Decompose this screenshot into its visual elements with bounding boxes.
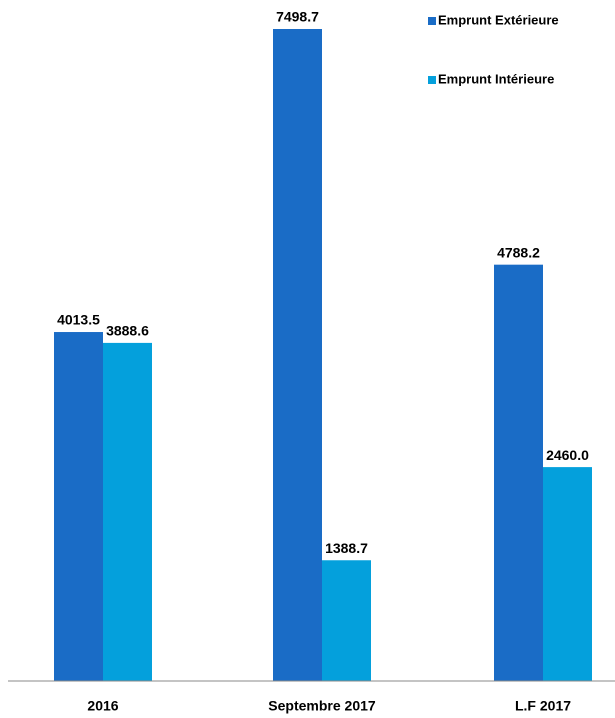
- bar: [103, 342, 152, 681]
- bar: [322, 560, 371, 681]
- bar: [494, 264, 543, 681]
- data-label: 4788.2: [497, 244, 540, 260]
- bar: [543, 467, 592, 681]
- legend-swatch: [428, 76, 436, 84]
- data-label: 7498.7: [276, 9, 319, 25]
- x-tick-label: 2016: [87, 698, 118, 714]
- data-label: 4013.5: [57, 312, 100, 328]
- x-tick-label: Septembre 2017: [268, 698, 376, 714]
- bar: [54, 332, 103, 681]
- legend-label: Emprunt Extérieure: [438, 12, 559, 27]
- data-label: 1388.7: [325, 540, 368, 556]
- data-label: 3888.6: [106, 323, 149, 339]
- data-label: 2460.0: [546, 447, 589, 463]
- x-tick-label: L.F 2017: [515, 698, 571, 714]
- legend-swatch: [428, 17, 436, 25]
- legend-label: Emprunt Intérieure: [438, 71, 554, 86]
- bar: [273, 29, 322, 681]
